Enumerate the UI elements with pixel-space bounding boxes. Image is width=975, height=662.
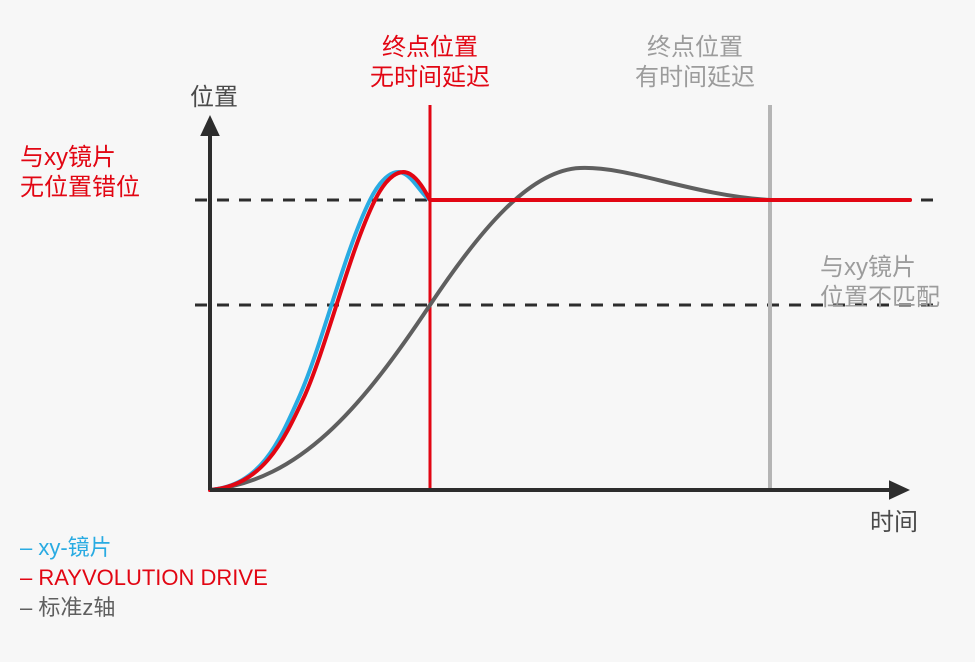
y-axis-label: 位置 [190,84,238,111]
top-label-red-2: 无时间延迟 [370,64,490,91]
top-label-gray-2: 有时间延迟 [635,64,755,91]
response-chart: 位置时间终点位置无时间延迟终点位置有时间延迟与xy镜片无位置错位与xy镜片位置不… [0,0,975,662]
side-label-right-2: 位置不匹配 [820,284,940,311]
top-label-red-1: 终点位置 [382,34,478,61]
legend-item-0: – xy-镜片 [20,535,112,560]
side-label-left-2: 无位置错位 [20,174,140,201]
chart-background [0,0,975,662]
legend-item-1: – RAYVOLUTION DRIVE [20,565,268,590]
side-label-right-1: 与xy镜片 [820,254,916,281]
legend-item-2: – 标准z轴 [20,595,115,620]
top-label-gray-1: 终点位置 [647,34,743,61]
side-label-left-1: 与xy镜片 [20,144,116,171]
x-axis-label: 时间 [870,509,918,536]
